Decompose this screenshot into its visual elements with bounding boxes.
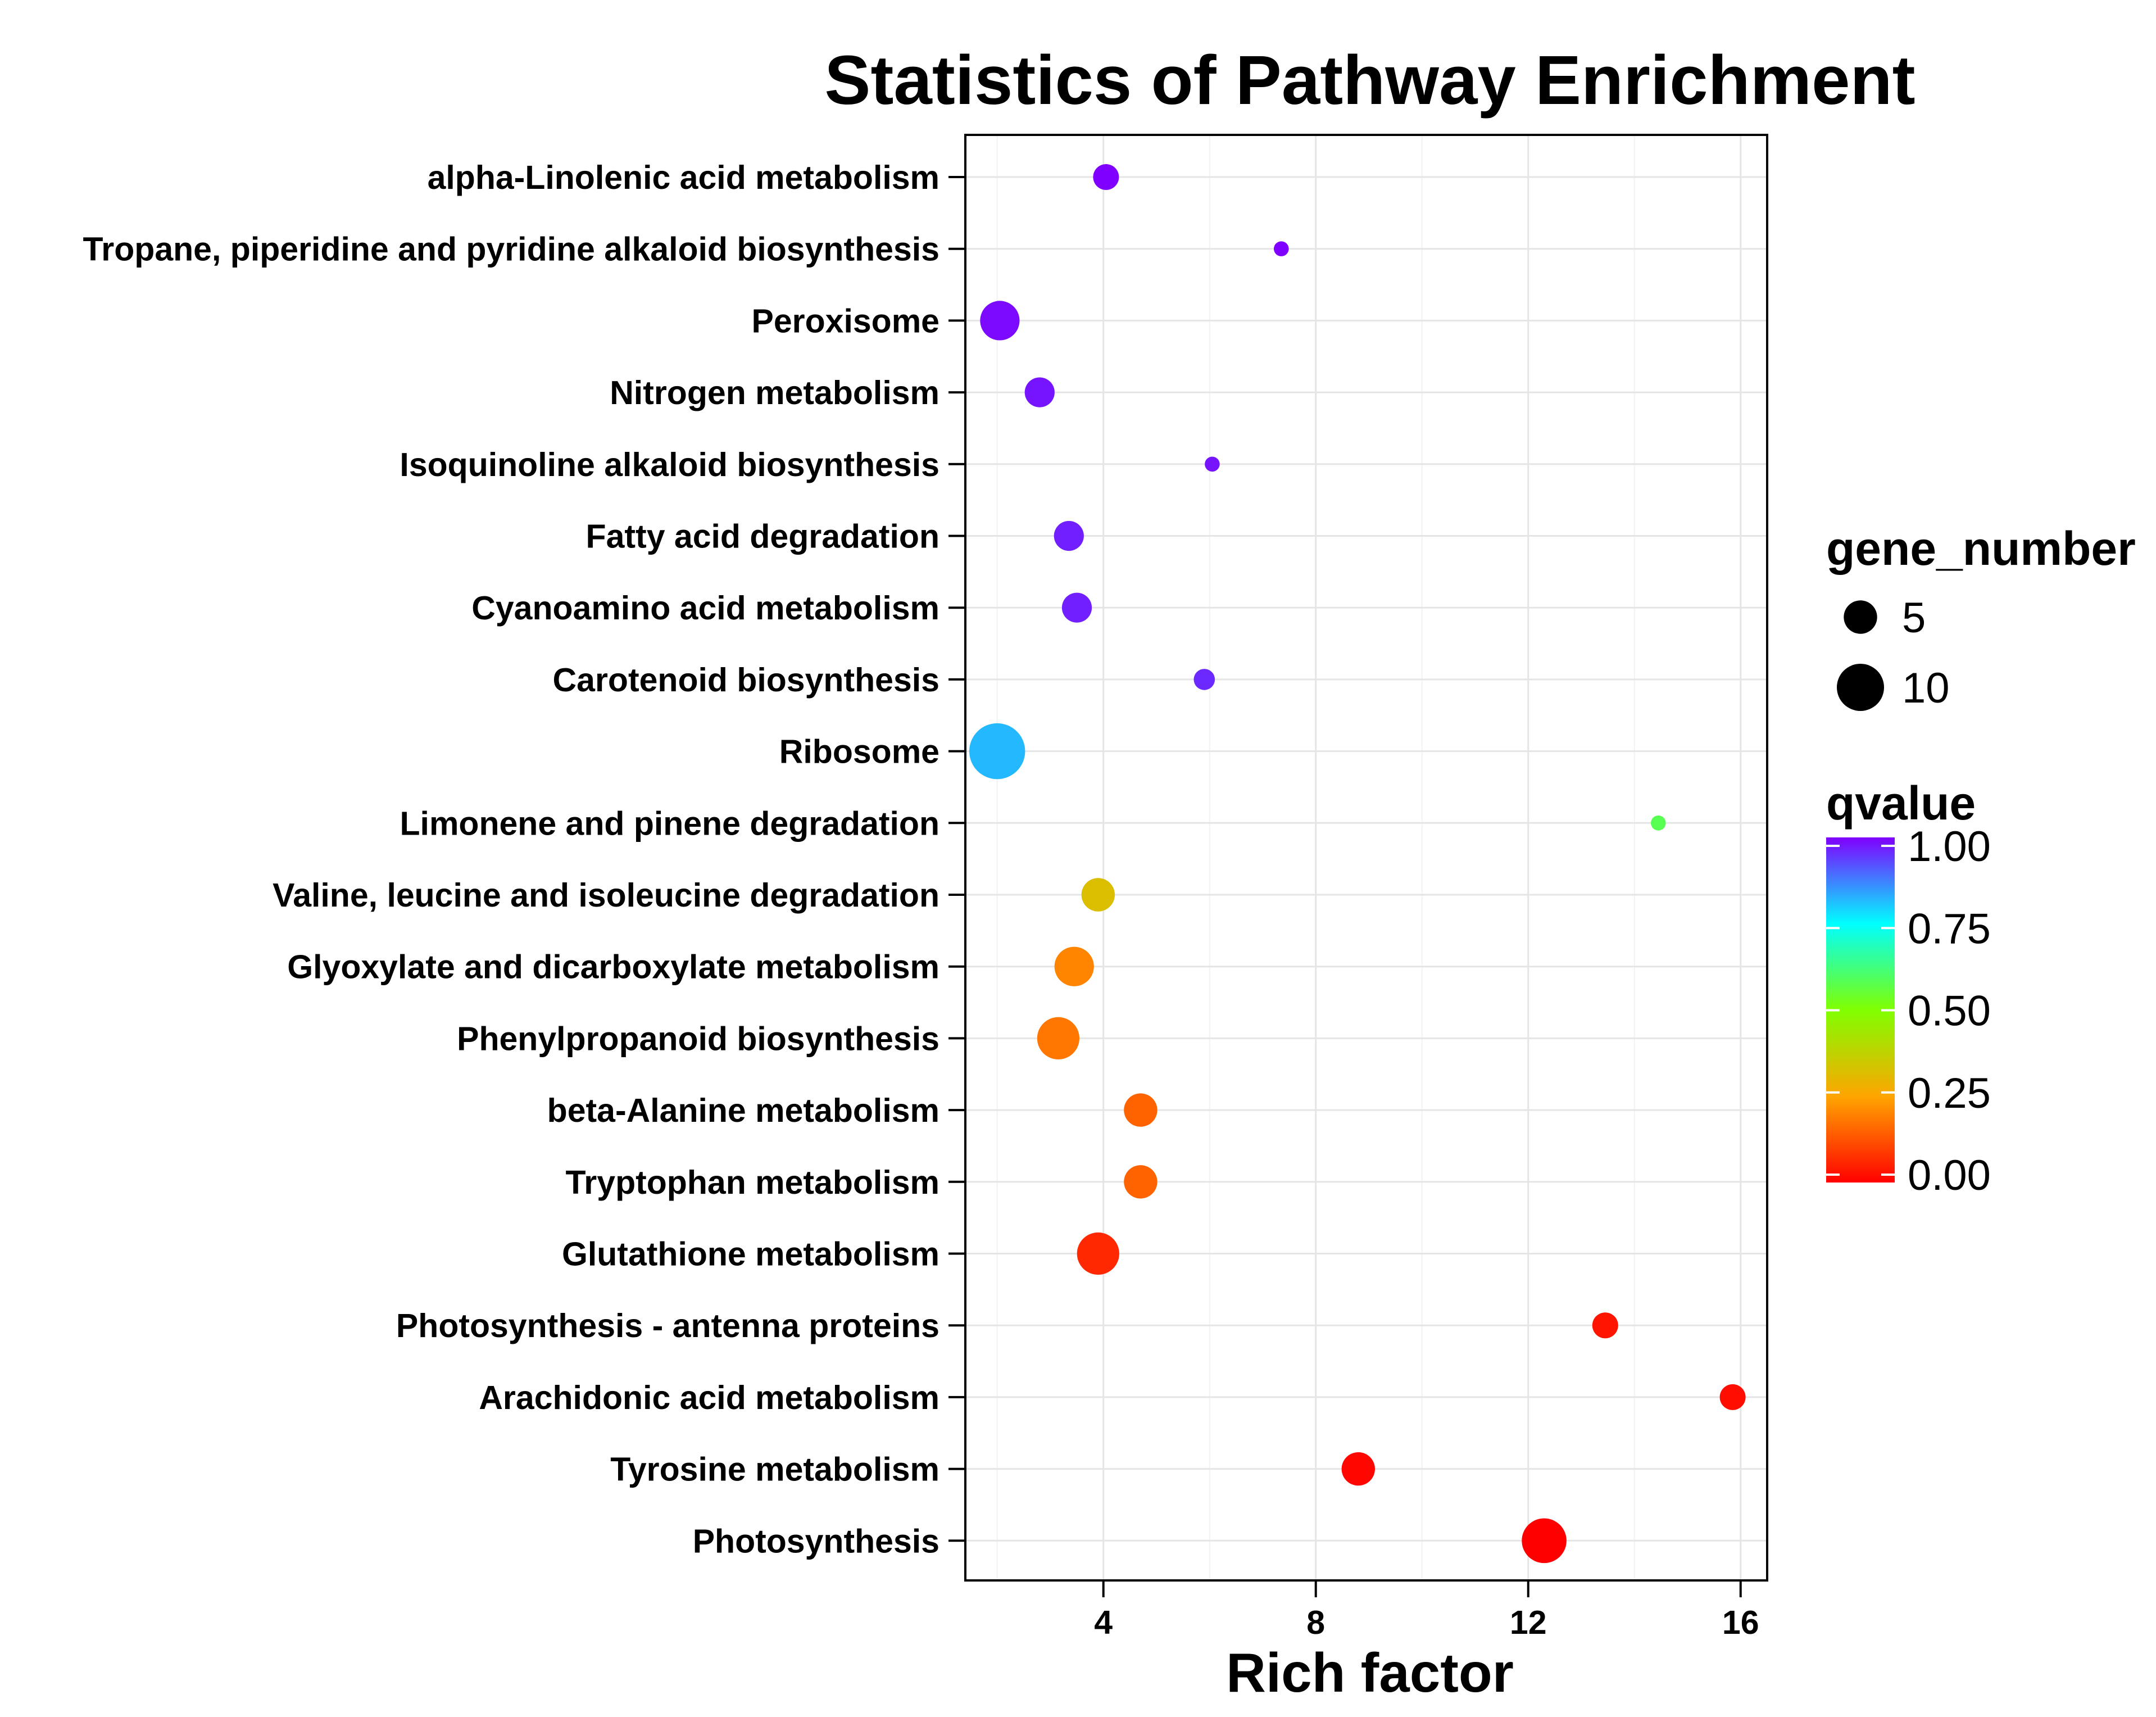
- size-legend-label: 5: [1902, 594, 1926, 642]
- data-point: [1054, 520, 1084, 551]
- chart-title: Statistics of Pathway Enrichment: [824, 42, 1915, 119]
- data-point: [1081, 878, 1115, 912]
- y-tick-label: Glutathione metabolism: [562, 1236, 939, 1273]
- y-tick-label: Carotenoid biosynthesis: [553, 662, 939, 699]
- y-tick-label: Glyoxylate and dicarboxylate metabolism: [287, 949, 939, 986]
- data-point: [1061, 592, 1092, 623]
- y-tick-label: Nitrogen metabolism: [610, 374, 939, 411]
- x-tick-label: 16: [1722, 1604, 1759, 1641]
- y-tick-label: Valine, leucine and isoleucine degradati…: [273, 877, 939, 914]
- y-tick-label: Photosynthesis - antenna proteins: [396, 1307, 939, 1344]
- y-tick-label: Peroxisome: [752, 302, 940, 339]
- y-tick-label: Ribosome: [779, 733, 939, 771]
- data-point: [1274, 241, 1289, 257]
- y-tick-label: Cyanoamino acid metabolism: [471, 590, 939, 627]
- color-legend: qvalue 1.00 0.75 0.50 0.25 0.00: [1826, 777, 1991, 1199]
- data-point: [969, 723, 1025, 780]
- plot-border: [964, 134, 1768, 1582]
- size-legend-title: gene_number: [1826, 522, 2136, 575]
- size-legend: gene_number 5 10: [1826, 522, 2136, 712]
- y-tick-label: Tryptophan metabolism: [566, 1164, 939, 1201]
- size-legend-dot: [1844, 600, 1877, 634]
- data-point: [1719, 1384, 1746, 1410]
- data-point: [1124, 1093, 1158, 1127]
- data-point: [1592, 1312, 1618, 1339]
- data-point: [1522, 1518, 1567, 1564]
- y-axis: alpha-Linolenic acid metabolism Tropane, …: [83, 159, 965, 1560]
- data-point: [1037, 1017, 1079, 1059]
- colorbar-tick-label: 1.00: [1908, 823, 1991, 871]
- y-tick-label: Phenylpropanoid biosynthesis: [457, 1020, 939, 1057]
- plot-panel: [965, 135, 1767, 1580]
- data-point: [1054, 946, 1094, 986]
- y-tick-label: Isoquinoline alkaloid biosynthesis: [400, 446, 939, 483]
- data-point: [1124, 1165, 1158, 1199]
- y-tick-label: beta-Alanine metabolism: [547, 1092, 939, 1129]
- data-point: [1205, 456, 1220, 472]
- y-tick-label: Tropane, piperidine and pyridine alkaloi…: [83, 231, 940, 268]
- data-point: [980, 301, 1020, 341]
- color-legend-title: qvalue: [1826, 777, 1976, 830]
- data-point: [1341, 1452, 1375, 1486]
- colorbar-tick-label: 0.00: [1908, 1152, 1991, 1199]
- data-point: [1651, 816, 1666, 831]
- x-tick-label: 8: [1306, 1604, 1325, 1641]
- plot-area: [964, 134, 1768, 1582]
- x-tick-label: 12: [1510, 1604, 1547, 1641]
- colorbar-tick-label: 0.25: [1908, 1070, 1991, 1117]
- data-point: [1077, 1232, 1119, 1275]
- data-point: [1024, 377, 1055, 407]
- colorbar-tick-label: 0.50: [1908, 987, 1991, 1035]
- x-axis-label: Rich factor: [1226, 1642, 1514, 1704]
- x-tick-label: 4: [1094, 1604, 1113, 1641]
- size-legend-label: 10: [1902, 664, 1950, 712]
- y-tick-label: Photosynthesis: [693, 1523, 939, 1560]
- size-legend-dot: [1837, 664, 1884, 711]
- y-tick-label: alpha-Linolenic acid metabolism: [428, 159, 939, 196]
- data-point: [1193, 669, 1215, 690]
- colorbar-tick-label: 0.75: [1908, 905, 1991, 953]
- y-tick-label: Limonene and pinene degradation: [400, 805, 939, 842]
- y-tick-label: Fatty acid degradation: [586, 518, 939, 555]
- y-tick-label: Arachidonic acid metabolism: [479, 1379, 939, 1416]
- x-axis: 4 8 12 16: [1094, 1580, 1759, 1641]
- data-point: [1093, 164, 1119, 190]
- y-tick-label: Tyrosine metabolism: [610, 1451, 939, 1488]
